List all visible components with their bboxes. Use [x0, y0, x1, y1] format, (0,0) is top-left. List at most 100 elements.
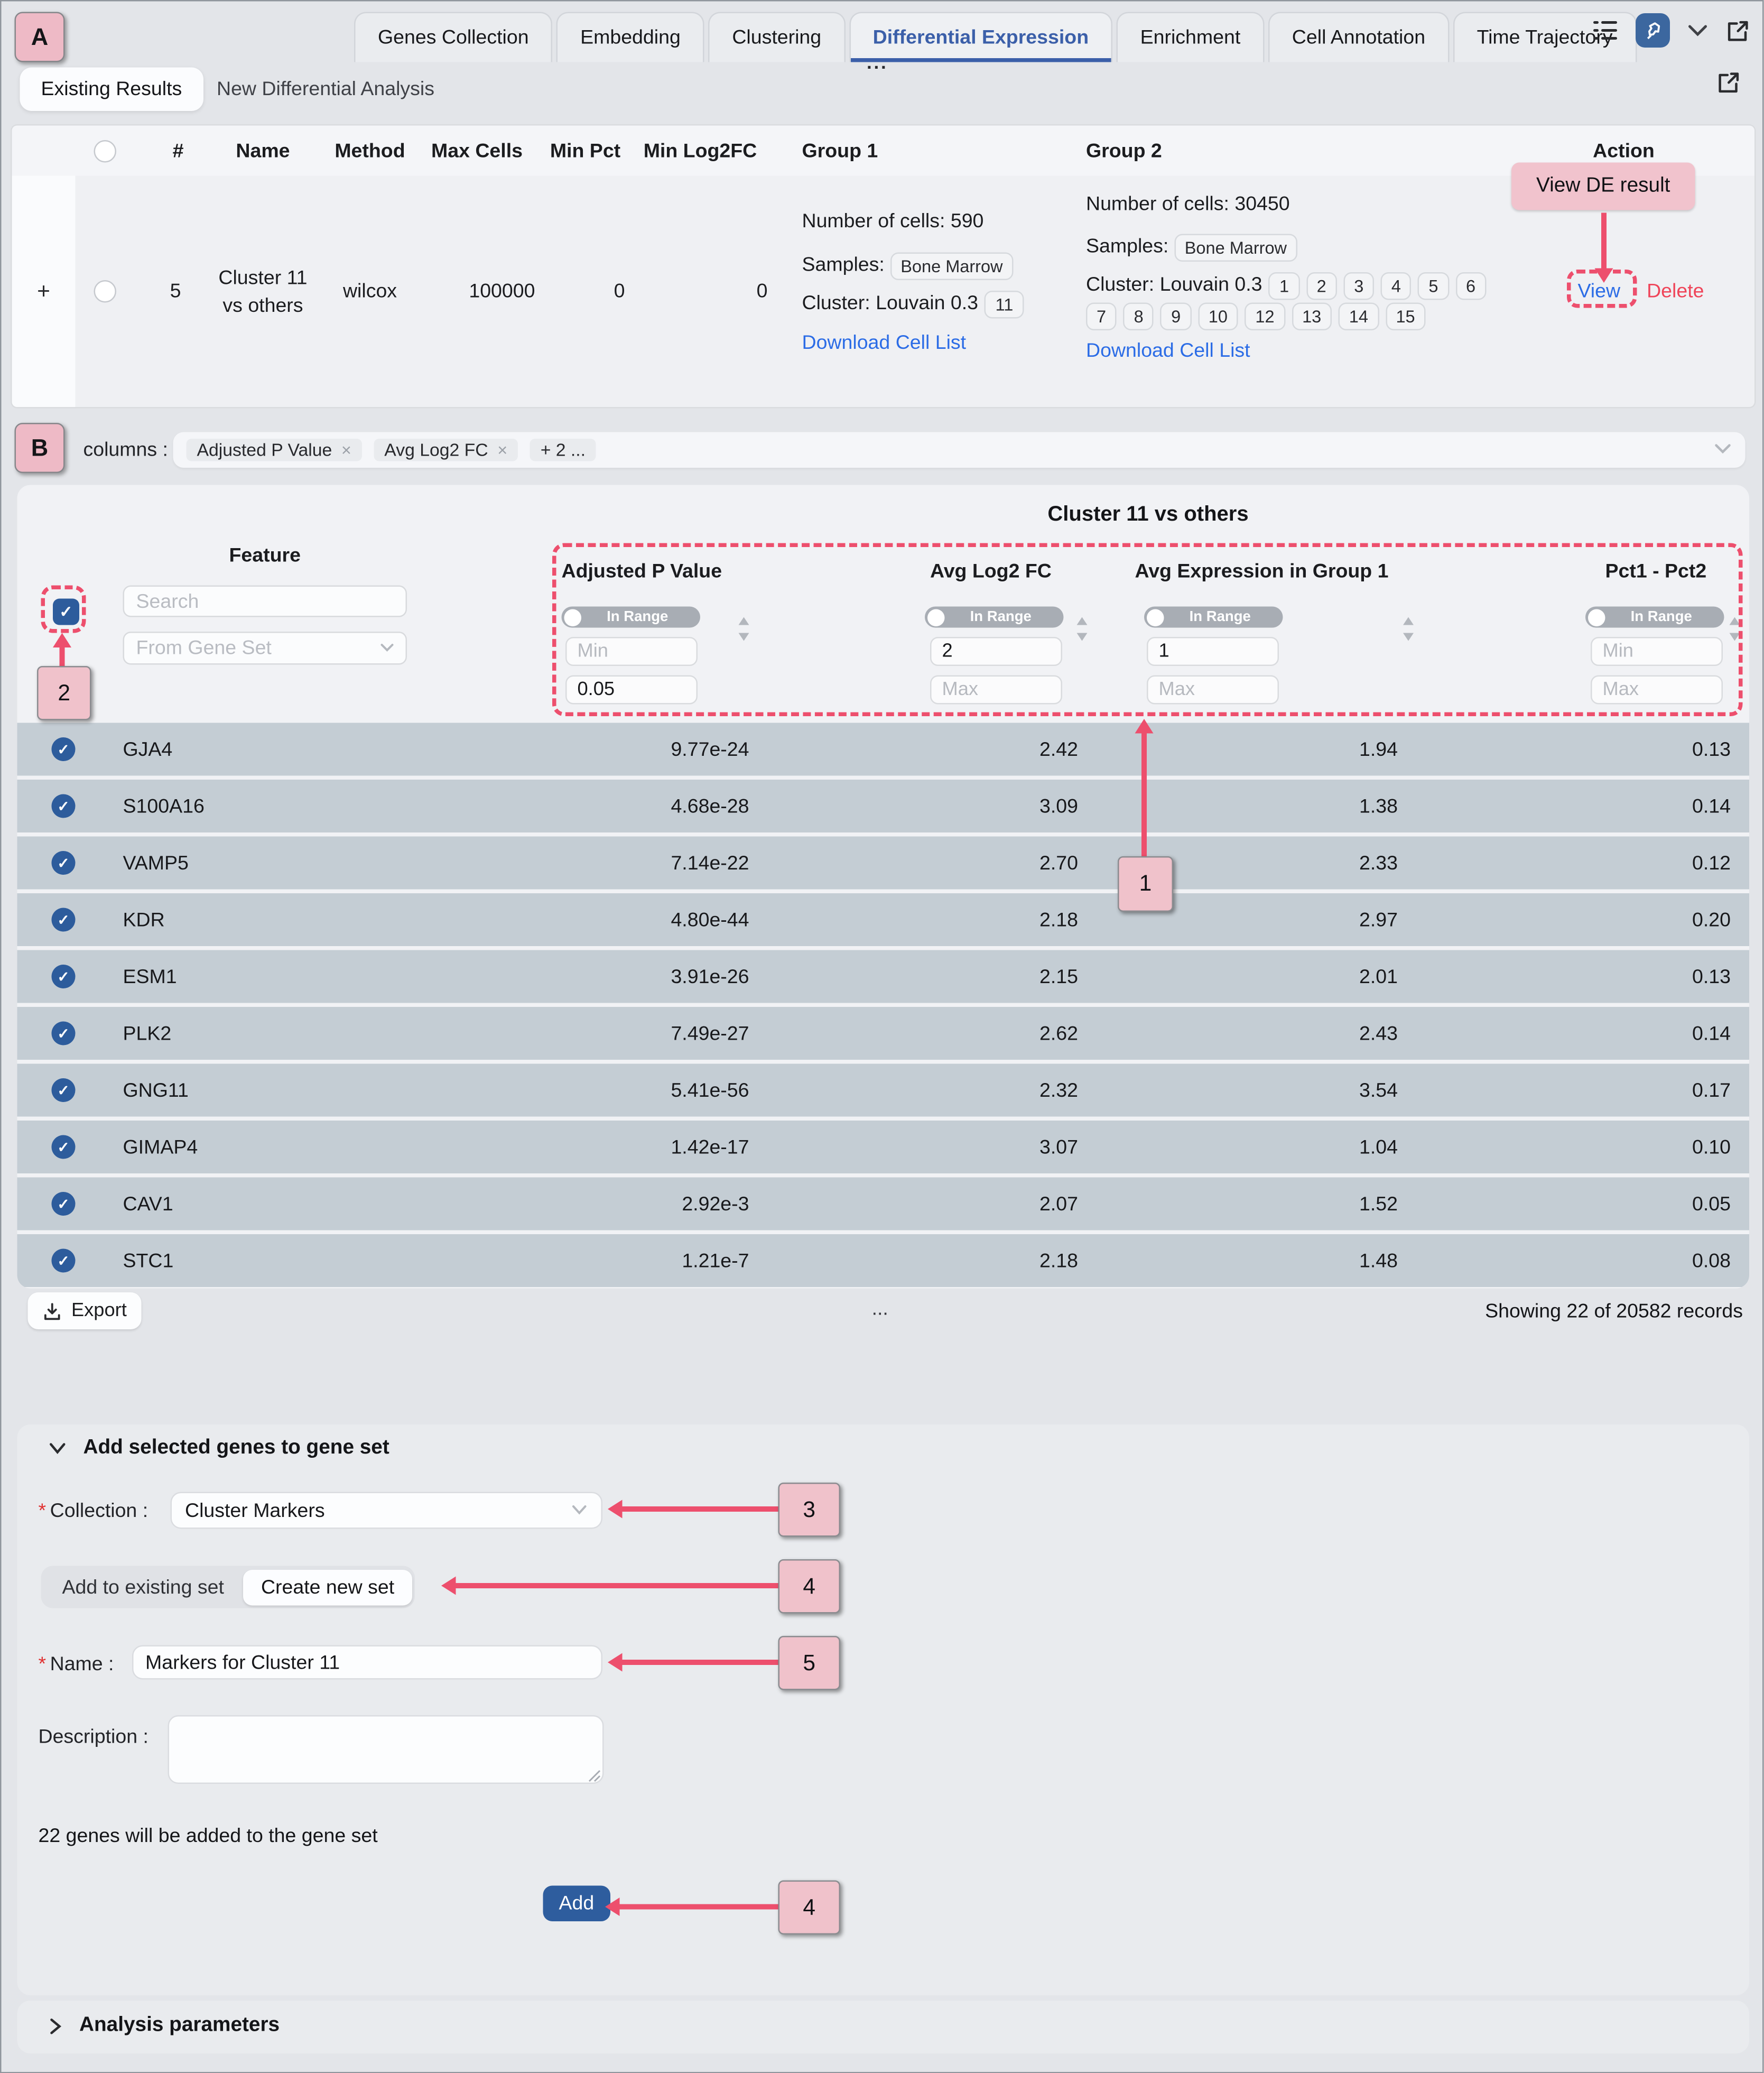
sort-icon[interactable] — [1728, 617, 1741, 641]
col-action: Action — [1593, 139, 1655, 162]
gene-row[interactable]: VAMP5 7.14e-22 2.70 2.33 0.12 — [17, 836, 1749, 890]
gene-row[interactable]: CAV1 2.92e-3 2.07 1.52 0.05 — [17, 1177, 1749, 1230]
columns-multiselect[interactable]: Adjusted P Value × Avg Log2 FC × + 2 ... — [173, 432, 1746, 468]
de-gene-table: Cluster 11 vs others Feature From Gene S… — [17, 485, 1749, 1289]
add-to-existing-set-segment[interactable]: Add to existing set — [62, 1576, 224, 1598]
gene-row[interactable]: STC1 1.21e-7 2.18 1.48 0.08 — [17, 1234, 1749, 1287]
gene-checkbox[interactable] — [51, 737, 76, 761]
more-columns-chip[interactable]: + 2 ... — [530, 439, 597, 461]
gene-checkbox[interactable] — [51, 1021, 76, 1045]
analysis-parameters-header[interactable]: Analysis parameters — [49, 2014, 280, 2038]
gene-checkbox[interactable] — [51, 965, 76, 988]
gene-checkbox[interactable] — [51, 1135, 76, 1159]
pct1-minus-pct2: 0.13 — [1692, 965, 1731, 988]
max-input-avg-expr[interactable] — [1147, 675, 1279, 705]
column-chip[interactable]: Adjusted P Value × — [186, 439, 362, 461]
gene-row[interactable]: S100A16 4.68e-28 3.09 1.38 0.14 — [17, 780, 1749, 832]
select-all-checkbox[interactable] — [93, 139, 116, 162]
sample-chip: Bone Marrow — [1174, 233, 1298, 261]
tab-new-differential-analysis[interactable]: New Differential Analysis — [217, 78, 434, 101]
gene-row[interactable]: ESM1 3.91e-26 2.15 2.01 0.13 — [17, 950, 1749, 1003]
export-button[interactable]: Export — [27, 1292, 142, 1329]
pin-icon[interactable] — [1636, 13, 1670, 48]
in-range-toggle[interactable]: In Range — [925, 606, 1064, 628]
gene-name: VAMP5 — [123, 852, 189, 874]
min-input-log2fc[interactable] — [930, 637, 1062, 666]
adjusted-p-value: 7.49e-27 — [671, 1022, 749, 1045]
add-genes-header[interactable]: Add selected genes to gene set — [49, 1437, 389, 1460]
delete-result-link[interactable]: Delete — [1647, 280, 1704, 303]
adjusted-p-value: 7.14e-22 — [671, 852, 749, 874]
gene-checkbox[interactable] — [51, 1078, 76, 1102]
external-link-icon[interactable] — [1716, 70, 1742, 96]
create-new-set-segment[interactable]: Create new set — [242, 1569, 413, 1605]
external-link-icon[interactable] — [1725, 18, 1751, 43]
action-cell: View Delete — [1493, 176, 1754, 408]
add-button[interactable]: Add — [543, 1885, 610, 1921]
download-cell-list-link[interactable]: Download Cell List — [1086, 339, 1250, 363]
gene-search-input[interactable] — [123, 585, 407, 617]
chevron-right-icon — [50, 2018, 62, 2034]
list-icon[interactable] — [1592, 18, 1619, 42]
gene-row[interactable]: PLK2 7.49e-27 2.62 2.43 0.14 — [17, 1007, 1749, 1060]
avg-log2-fc: 2.70 — [1039, 852, 1078, 874]
gene-row[interactable]: GIMAP4 1.42e-17 3.07 1.04 0.10 — [17, 1121, 1749, 1173]
from-gene-set-select[interactable]: From Gene Set — [123, 632, 407, 665]
gene-checkbox[interactable] — [51, 794, 76, 818]
tab-existing-results[interactable]: Existing Results — [20, 67, 203, 111]
gene-name: KDR — [123, 908, 165, 931]
chevron-down-icon[interactable] — [1687, 23, 1709, 39]
gene-checkbox[interactable] — [51, 851, 76, 875]
remove-chip-icon[interactable]: × — [497, 440, 508, 460]
expand-row-button[interactable]: + — [12, 175, 76, 407]
required-marker: * — [38, 1653, 47, 1676]
in-range-toggle[interactable]: In Range — [1144, 606, 1283, 628]
gene-checkbox[interactable] — [51, 908, 76, 932]
max-input-pct-diff[interactable] — [1591, 675, 1723, 705]
tab-differential-expression[interactable]: Differential Expression — [849, 12, 1113, 62]
cluster-chip: 2 — [1306, 271, 1337, 300]
tab-enrichment[interactable]: Enrichment — [1116, 12, 1265, 62]
set-name-input[interactable] — [132, 1645, 602, 1680]
gene-checkbox[interactable] — [51, 1192, 76, 1216]
gene-checkbox[interactable] — [51, 1248, 76, 1273]
columns-bar: columns : Adjusted P Value × Avg Log2 FC ×… — [2, 422, 1763, 477]
collection-select[interactable]: Cluster Markers — [170, 1492, 602, 1529]
tab-clustering[interactable]: Clustering — [708, 12, 846, 62]
tab-embedding[interactable]: Embedding — [556, 12, 704, 62]
min-input-pct-diff[interactable] — [1591, 637, 1723, 666]
select-all-genes-checkbox[interactable] — [53, 598, 79, 625]
row-checkbox[interactable] — [93, 280, 116, 303]
gene-name: CAV1 — [123, 1192, 173, 1215]
remove-chip-icon[interactable]: × — [341, 440, 351, 460]
download-cell-list-link[interactable]: Download Cell List — [802, 331, 967, 355]
column-chip[interactable]: Avg Log2 FC × — [374, 439, 518, 461]
tab-genes-collection[interactable]: Genes Collection — [354, 12, 553, 62]
gene-row[interactable]: GJA4 9.77e-24 2.42 1.94 0.13 — [17, 723, 1749, 776]
filter-label-adj-p: Adjusted P Value — [561, 560, 722, 583]
cluster-chip: 9 — [1160, 302, 1192, 330]
sort-icon[interactable] — [1402, 617, 1415, 641]
in-range-toggle[interactable]: In Range — [1585, 606, 1724, 628]
chevron-down-icon[interactable] — [1714, 441, 1732, 456]
results-tab-row: Existing Results New Differential Analys… — [2, 65, 1763, 123]
max-input-log2fc[interactable] — [930, 675, 1062, 705]
max-input-adj-p[interactable] — [565, 675, 698, 705]
row-min-pct: 0 — [614, 280, 625, 303]
adjusted-p-value: 5.41e-56 — [671, 1079, 749, 1102]
min-input-avg-expr[interactable] — [1147, 637, 1279, 666]
gene-name: PLK2 — [123, 1022, 172, 1045]
col-group2: Group 2 — [1086, 139, 1162, 162]
cluster-chip: 1 — [1269, 271, 1300, 300]
in-range-toggle[interactable]: In Range — [561, 606, 700, 628]
min-input-adj-p[interactable] — [565, 637, 698, 666]
sort-icon[interactable] — [1075, 617, 1089, 641]
adjusted-p-value: 3.91e-26 — [671, 965, 749, 988]
sort-icon[interactable] — [737, 617, 750, 641]
tab-cell-annotation[interactable]: Cell Annotation — [1268, 12, 1450, 62]
view-de-result-link[interactable]: View — [1577, 280, 1621, 303]
gene-row[interactable]: GNG11 5.41e-56 2.32 3.54 0.17 — [17, 1063, 1749, 1117]
adjusted-p-value: 4.80e-44 — [671, 908, 749, 931]
gene-row[interactable]: KDR 4.80e-44 2.18 2.97 0.20 — [17, 893, 1749, 946]
description-textarea[interactable] — [168, 1715, 604, 1784]
